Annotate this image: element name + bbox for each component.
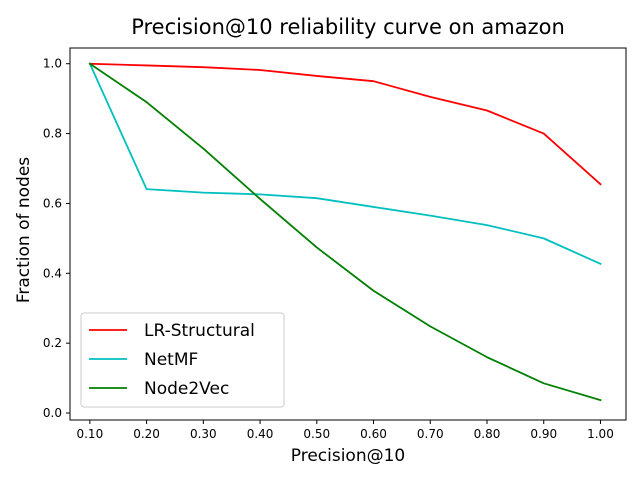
axes-frame xyxy=(69,47,627,421)
y-tick-label: 0.0 xyxy=(43,406,62,420)
series-line-lr-structural xyxy=(88,62,602,186)
legend-label: LR-Structural xyxy=(144,321,255,341)
chart-title: Precision@10 reliability curve on amazon xyxy=(131,15,565,39)
y-tick-label: 0.4 xyxy=(43,266,62,280)
legend-label: Node2Vec xyxy=(144,379,229,399)
series-line-node2vec xyxy=(88,62,602,402)
y-axis-title: Fraction of nodes xyxy=(14,157,34,303)
series-line-netmf xyxy=(88,62,602,266)
x-tick-label: 0.20 xyxy=(133,427,160,441)
y-tick-label: 0.6 xyxy=(43,196,62,210)
y-tick-label: 0.2 xyxy=(43,336,62,350)
x-tick-label: 0.10 xyxy=(76,427,103,441)
y-tick-label: 1.0 xyxy=(43,57,62,71)
legend-box xyxy=(80,312,285,408)
plot-area: 0.10 0.20 0.30 0.40 0.50 0.60 0.70 0.80 0.90 1.00… xyxy=(43,47,627,441)
x-axis-title: Precision@10 xyxy=(291,446,405,466)
y-tick-label: 0.8 xyxy=(43,127,62,141)
x-tick-label: 1.00 xyxy=(587,427,614,441)
x-tick-label: 0.70 xyxy=(417,427,444,441)
x-tick-label: 0.80 xyxy=(474,427,501,441)
legend: LR-Structural NetMF Node2Vec xyxy=(80,312,285,408)
x-tick-label: 0.60 xyxy=(360,427,387,441)
x-tick-label: 0.40 xyxy=(247,427,274,441)
x-tick-label: 0.50 xyxy=(303,427,330,441)
x-tick-label: 0.30 xyxy=(190,427,217,441)
legend-label: NetMF xyxy=(144,350,198,370)
x-tick-label: 0.90 xyxy=(530,427,557,441)
